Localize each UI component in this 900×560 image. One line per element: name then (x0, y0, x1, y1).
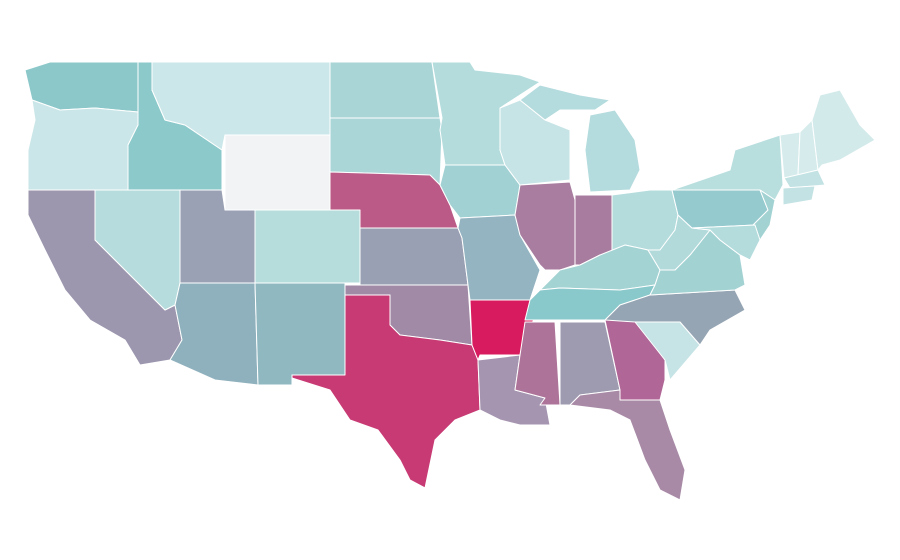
state (569, 389, 686, 501)
state (514, 321, 561, 406)
state (254, 209, 361, 284)
states (24, 61, 876, 501)
state (671, 134, 784, 201)
state (254, 282, 346, 386)
state (671, 189, 769, 229)
state (224, 134, 331, 211)
state (604, 289, 746, 346)
state (783, 169, 826, 189)
state (27, 99, 139, 191)
state (779, 131, 801, 179)
state (782, 185, 816, 206)
state (359, 227, 469, 286)
state (519, 84, 611, 121)
state (514, 181, 576, 271)
state (691, 224, 761, 261)
state (811, 89, 876, 171)
state (329, 61, 441, 119)
state (291, 294, 481, 489)
state (169, 282, 259, 386)
state (584, 109, 641, 193)
state (499, 99, 571, 186)
